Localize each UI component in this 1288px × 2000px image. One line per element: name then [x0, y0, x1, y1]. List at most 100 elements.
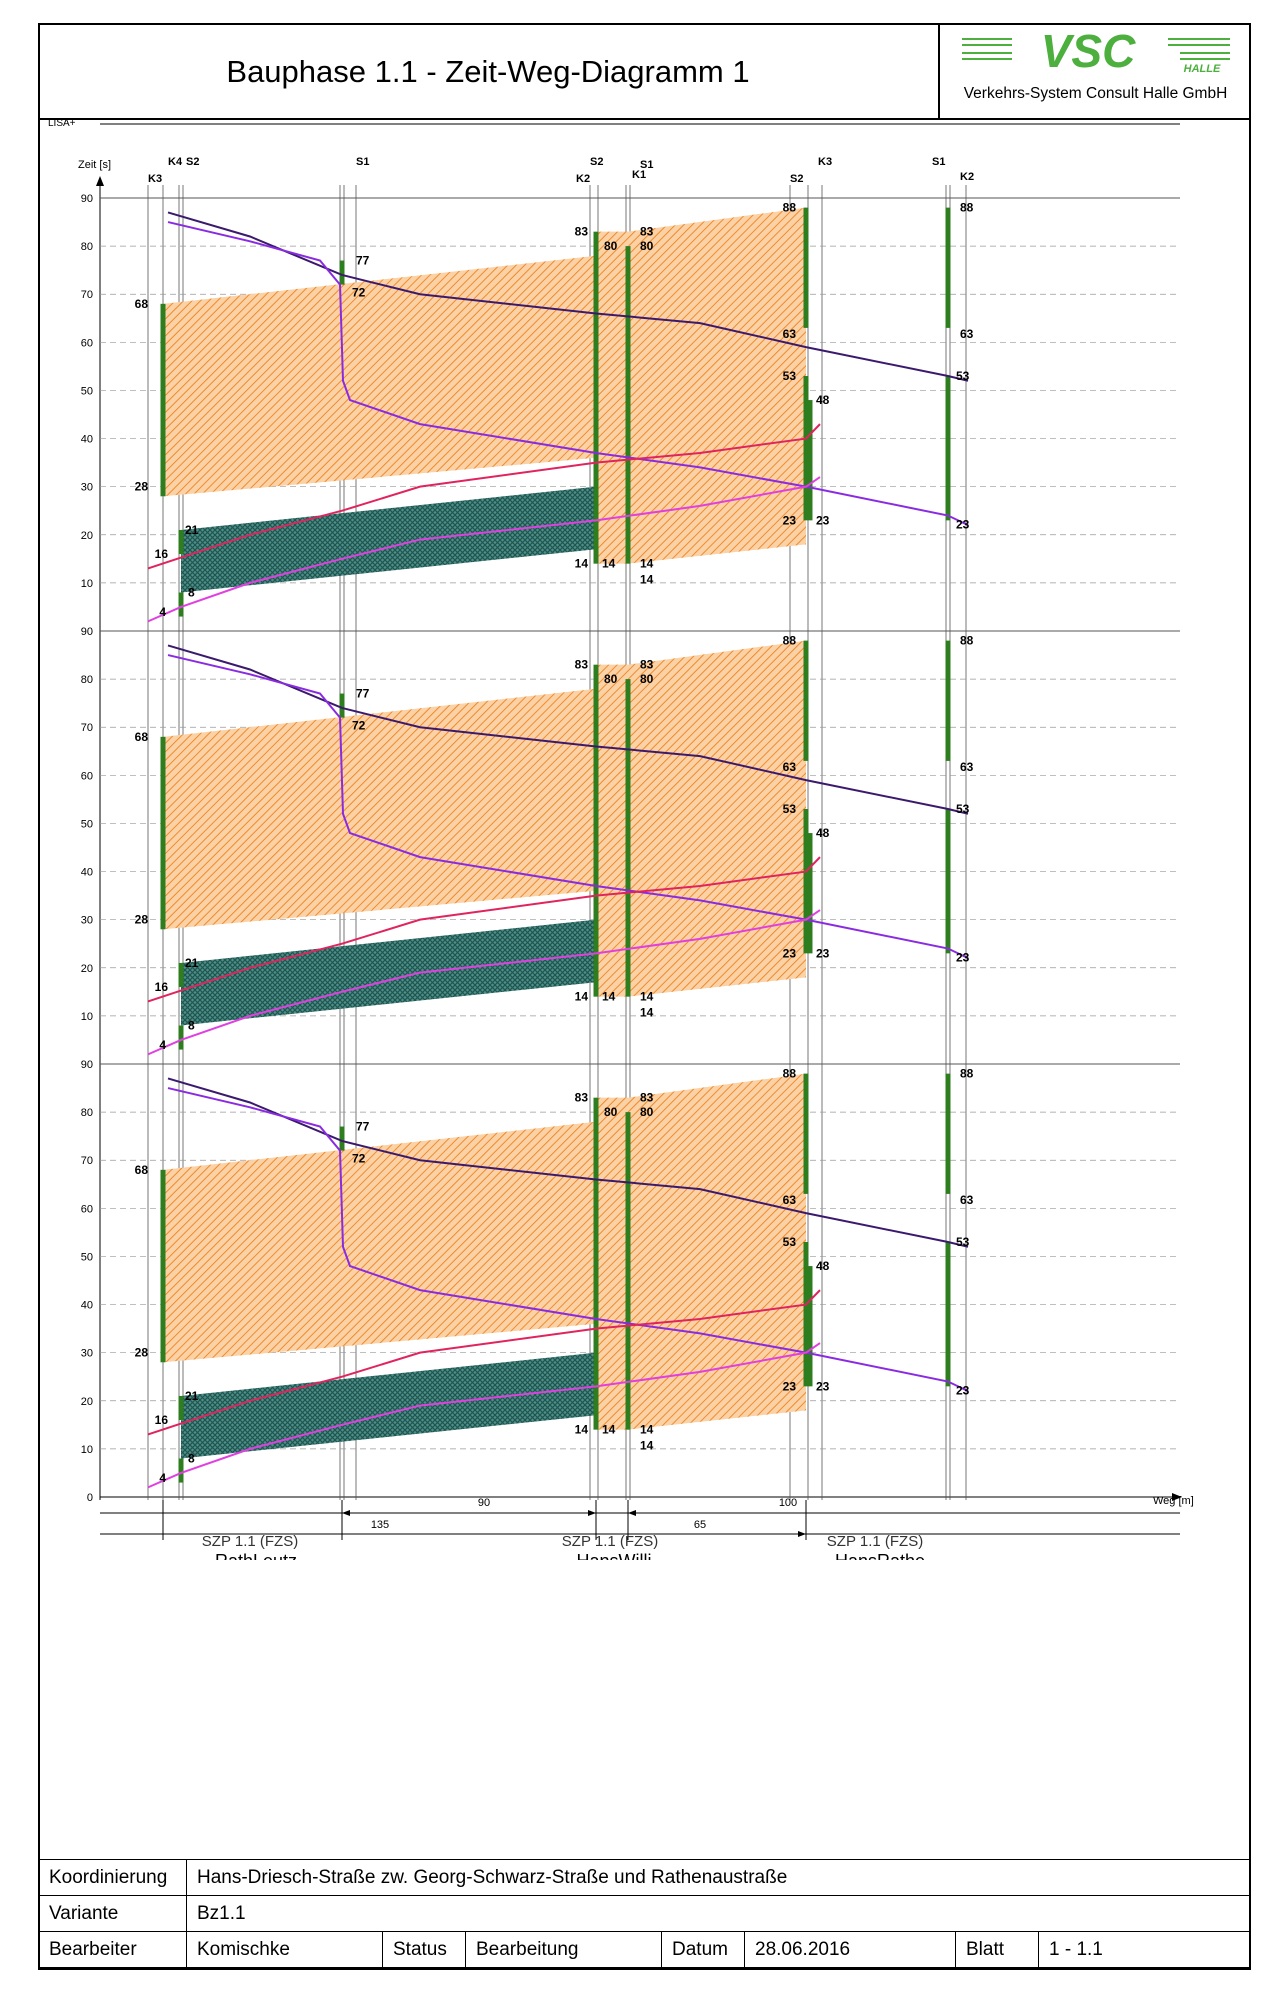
green-phase-bar — [178, 1395, 184, 1421]
y-tick-label: 20 — [81, 963, 93, 975]
green-band-orange — [628, 207, 806, 564]
green-phase-bar — [625, 679, 631, 997]
green-time-label: 53 — [956, 802, 970, 816]
green-band-orange — [163, 255, 596, 497]
y-tick-label: 20 — [81, 530, 93, 542]
green-phase-bar — [945, 376, 951, 521]
green-time-label: 72 — [352, 1152, 366, 1166]
y-tick-label: 30 — [81, 1348, 93, 1360]
green-time-label: 14 — [575, 990, 589, 1004]
green-time-label: 16 — [155, 980, 169, 994]
green-phase-bar — [178, 1458, 184, 1483]
green-time-label: 48 — [816, 393, 830, 407]
status-value: Bearbeitung — [465, 1931, 662, 1968]
trajectory-line — [167, 654, 969, 960]
green-phase-bar — [625, 246, 631, 564]
green-phase-bar — [945, 640, 951, 761]
variante-label: Variante — [38, 1895, 187, 1932]
green-phase-bar — [593, 1097, 599, 1430]
x-axis-label: Weg [m] — [1153, 1495, 1194, 1507]
green-time-label: 14 — [575, 557, 589, 571]
bearbeiter-value: Komischke — [186, 1931, 383, 1968]
green-time-label: 80 — [640, 239, 654, 253]
signal-head-label: K3 — [148, 173, 162, 185]
signal-head-label: K2 — [576, 173, 590, 185]
y-tick-label: 40 — [81, 434, 93, 446]
y-tick-label: 60 — [81, 1203, 93, 1215]
green-time-label: 23 — [816, 1379, 830, 1393]
green-time-label: 4 — [159, 1038, 166, 1052]
green-time-label: 14 — [640, 1438, 654, 1452]
green-phase-bar — [945, 207, 951, 328]
trajectory-line — [167, 221, 969, 527]
y-tick-label: 70 — [81, 722, 93, 734]
x-axis-arrow-icon — [1172, 1493, 1182, 1501]
y-tick-label: 80 — [81, 674, 93, 686]
green-time-label: 77 — [356, 687, 370, 701]
green-time-label: 53 — [783, 1235, 797, 1249]
green-time-label: 77 — [356, 1120, 370, 1134]
blatt-label: Blatt — [955, 1931, 1039, 1968]
green-time-label: 21 — [185, 1389, 199, 1403]
green-band-teal — [181, 486, 596, 593]
green-phase-bar — [178, 529, 184, 555]
green-phase-bar — [339, 693, 345, 718]
green-time-label: 88 — [783, 634, 797, 648]
green-time-label: 63 — [783, 760, 797, 774]
dimension-arrow-icon — [628, 1510, 636, 1516]
page-frame — [38, 23, 1251, 1970]
title-bar: Bauphase 1.1 - Zeit-Weg-Diagramm 1 VSC H… — [38, 23, 1251, 120]
logo-subtitle: Verkehrs-System Consult Halle GmbH — [963, 85, 1228, 102]
green-time-label: 14 — [640, 1423, 654, 1437]
green-time-label: 8 — [188, 586, 195, 600]
green-time-label: 48 — [816, 1259, 830, 1273]
lisa-label: LISA+ — [48, 118, 76, 129]
dimension-arrow-icon — [342, 1510, 350, 1516]
green-time-label: 80 — [640, 672, 654, 686]
distance-label-2: 90 — [478, 1497, 490, 1509]
green-time-label: 83 — [640, 1091, 654, 1105]
green-phase-bar — [593, 664, 599, 997]
green-time-label: 77 — [356, 254, 370, 268]
y-tick-label: 80 — [81, 241, 93, 253]
green-phase-bar — [178, 1025, 184, 1050]
datum-value: 28.06.2016 — [744, 1931, 956, 1968]
green-band-teal — [181, 919, 596, 1026]
datum-label: Datum — [661, 1931, 745, 1968]
green-time-label: 14 — [640, 990, 654, 1004]
y-tick-label: 90 — [81, 193, 93, 205]
intersection-plan-1: SZP 1.1 (FZS) — [202, 1533, 298, 1550]
green-time-label: 14 — [602, 1423, 616, 1437]
green-time-label: 14 — [602, 990, 616, 1004]
y-tick-label: 70 — [81, 1155, 93, 1167]
y-tick-label: 30 — [81, 482, 93, 494]
green-time-label: 88 — [960, 634, 974, 648]
y-tick-label: 30 — [81, 915, 93, 927]
green-phase-bar — [593, 231, 599, 564]
green-time-label: 63 — [783, 327, 797, 341]
y-tick-label: 10 — [81, 1444, 93, 1456]
signal-head-label: K2 — [960, 171, 974, 183]
y-tick-label: 80 — [81, 1107, 93, 1119]
green-time-label: 23 — [783, 1379, 797, 1393]
y-tick-label: 10 — [81, 578, 93, 590]
green-band-orange — [596, 231, 628, 564]
green-time-label: 14 — [602, 557, 616, 571]
trajectory-line — [147, 1289, 821, 1436]
y-tick-label: 90 — [81, 626, 93, 638]
table-row: Koordinierung Hans-Driesch-Straße zw. Ge… — [38, 1859, 1251, 1896]
green-time-label: 14 — [640, 1005, 654, 1019]
status-label: Status — [382, 1931, 466, 1968]
vsc-logo-icon: VSC HALLE — [962, 25, 1230, 77]
y-tick-label: 70 — [81, 289, 93, 301]
green-time-label: 63 — [960, 327, 974, 341]
green-time-label: 80 — [640, 1105, 654, 1119]
green-time-label: 72 — [352, 719, 366, 733]
green-phase-bar — [160, 303, 166, 497]
trajectory-line — [147, 423, 821, 570]
signal-head-label: S1 — [932, 156, 945, 168]
company-logo: VSC HALLE Verkehrs-System Consult Halle … — [938, 23, 1251, 118]
variante-value: Bz1.1 — [186, 1895, 1251, 1932]
green-time-label: 53 — [956, 369, 970, 383]
y-tick-label: 40 — [81, 867, 93, 879]
